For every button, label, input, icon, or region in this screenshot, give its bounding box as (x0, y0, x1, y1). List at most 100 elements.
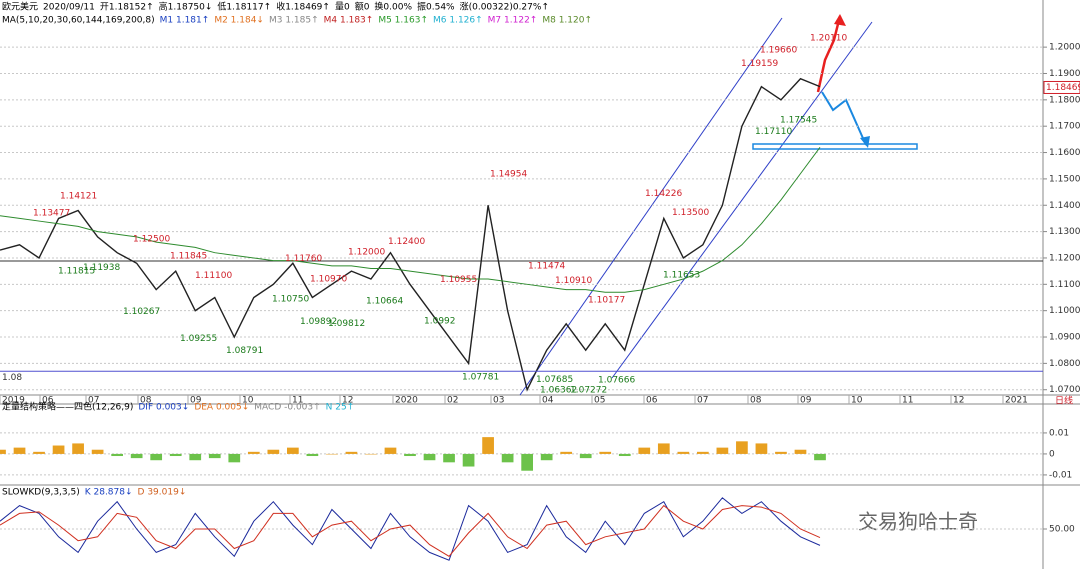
macd-bar (72, 443, 84, 454)
header-item: M5 1.163↑ (378, 16, 428, 26)
x-tick-label: 10 (242, 396, 254, 406)
macd-bar (13, 447, 26, 454)
low-label: 1.0992 (424, 316, 456, 326)
header-item: M6 1.126↑ (433, 16, 483, 26)
high-label: 1.14954 (490, 170, 527, 180)
header-item: 开1.18152↑ (100, 2, 154, 13)
x-tick-label: 2020 (395, 396, 418, 406)
macd-bar (228, 453, 241, 463)
low-label: 1.08791 (226, 346, 263, 356)
low-label: 1.17110 (755, 127, 792, 137)
x-tick-label: 08 (140, 396, 152, 406)
series-line (0, 77, 821, 392)
macd-bar (267, 449, 280, 454)
macd-bar (462, 453, 475, 467)
high-label: 1.12400 (388, 237, 425, 247)
macd-bar (482, 437, 494, 454)
macd-bar (150, 453, 163, 461)
y-tick-label: 1.07000 (1049, 385, 1080, 395)
macd-bar (345, 451, 358, 454)
channel-line (611, 21, 873, 379)
low-label: 1.07272 (570, 386, 607, 396)
x-tick-label: 07 (88, 396, 99, 406)
macd-bar (404, 453, 416, 457)
macd-bar (33, 451, 45, 454)
macd-bar (599, 451, 612, 454)
down-arrow (821, 91, 867, 146)
macd-bar (579, 453, 592, 459)
x-tick-label: 11 (292, 396, 303, 406)
macd-bar (287, 447, 299, 454)
x-tick-label: 09 (800, 396, 812, 406)
macd-bar (326, 453, 338, 455)
header-item: 收1.18469↑ (276, 1, 330, 13)
target-box (752, 143, 918, 150)
y-tick-label: 1.10000 (1049, 306, 1080, 316)
low-label: 1.09255 (180, 334, 217, 344)
y-tick-label: 1.13000 (1049, 227, 1080, 237)
macd-bar (0, 449, 6, 454)
x-tick-label: 07 (697, 396, 708, 406)
macd-bar (423, 453, 436, 461)
y-tick-label: 50.00 (1049, 525, 1075, 535)
header-item: M7 1.122↑ (488, 16, 538, 26)
header-item: 低1.18117↑ (217, 1, 271, 13)
header-item: K 28.878↓ (85, 488, 133, 498)
y-tick-label: 1.09000 (1049, 333, 1080, 343)
y-tick-label: 1.11000 (1049, 280, 1080, 290)
macd-bar (365, 453, 377, 455)
header-item: 高1.18750↓ (159, 1, 213, 13)
macd-bar (697, 451, 709, 454)
header-item: 欧元美元 (2, 1, 38, 13)
header-item: M8 1.120↑ (542, 16, 592, 26)
low-label: 1.11653 (663, 271, 700, 281)
macd-bar (716, 447, 729, 454)
low-label: 1.09892 (300, 317, 337, 327)
support-label: 1.08 (2, 373, 22, 383)
y-tick-label: 1.19000 (1049, 69, 1080, 79)
high-label: 1.10955 (440, 275, 477, 285)
y-tick-label: 0.01 (1049, 428, 1069, 438)
high-label: 1.14121 (60, 192, 97, 202)
x-tick-label: 12 (953, 396, 964, 406)
y-tick-label: 1.18000 (1049, 95, 1080, 105)
macd-bar (169, 453, 182, 457)
header-item: M4 1.183↑ (324, 16, 374, 26)
macd-bar (111, 453, 123, 457)
x-tick-label: 02 (447, 396, 458, 406)
header-item: 定量结构策略——四色(12,26,9) (2, 401, 133, 413)
low-label: 1.06362 (540, 386, 577, 396)
high-label: 1.13477 (33, 209, 70, 219)
macd-bar (130, 453, 143, 459)
header-item: M1 1.181↑ (160, 16, 210, 26)
up-arrow (816, 15, 842, 93)
high-label: 1.10910 (555, 276, 592, 286)
x-tick-label: 2021 (1005, 396, 1028, 406)
x-tick-label: 10 (851, 396, 863, 406)
header-item: MACD -0.003↑ (254, 403, 320, 413)
x-tick-label: 11 (902, 396, 913, 406)
high-label: 1.11760 (285, 254, 322, 264)
x-tick-label: 2019 (2, 396, 25, 406)
macd-bar (677, 451, 690, 454)
header-item: SLOWKD(9,3,3,5) (2, 488, 80, 498)
x-tick-label: 12 (342, 396, 353, 406)
down-arrow-head (860, 136, 870, 148)
macd-bar (775, 451, 787, 454)
series-line (0, 504, 821, 557)
header-item: 涨(0.00322)0.27%↑ (460, 2, 549, 13)
low-label: 1.10267 (123, 307, 160, 317)
header-item: 振0.54% (417, 1, 455, 13)
header-item: 量0 (335, 2, 350, 13)
header-item: N 25↑ (326, 403, 355, 413)
macd-bar (540, 453, 553, 461)
macd-bar (52, 445, 65, 454)
up-arrow-head (834, 14, 846, 26)
macd-bar (814, 453, 826, 461)
header-item: MA(5,10,20,30,60,144,169,200,8) (2, 16, 155, 26)
low-label: 1.07781 (462, 373, 499, 383)
high-label: 1.11100 (195, 271, 232, 281)
macd-bar (736, 441, 748, 454)
high-label: 1.10177 (588, 296, 625, 306)
